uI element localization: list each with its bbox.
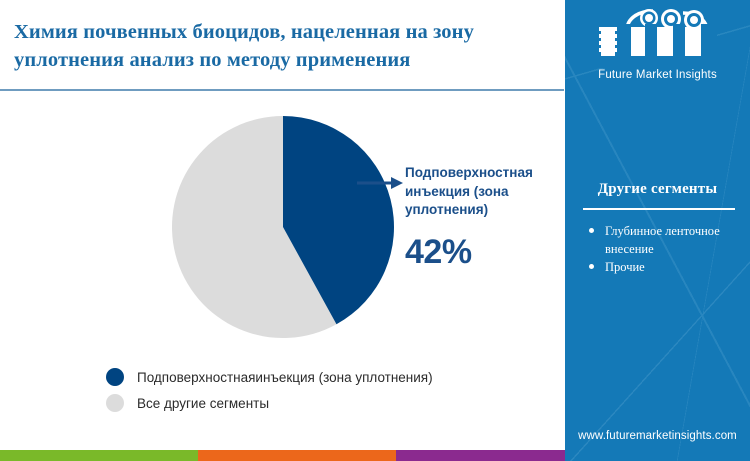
list-item-label: Прочие [605,260,645,274]
bar-segment-orange [198,450,396,461]
legend-label: Все другие сегменты [137,395,270,411]
sidebar-texture [565,0,750,461]
chart-legend: Подповерхностнаяинъекция (зона уплотнени… [106,364,526,416]
bar-segment-green [0,450,198,461]
bottom-color-bar [0,450,565,461]
page-title: Химия почвенных биоцидов, нацеленная на … [14,21,474,71]
sidebar: Future Market Insights Другие сегменты Г… [565,0,750,461]
legend-item: Подповерхностнаяинъекция (зона уплотнени… [106,364,526,390]
callout-value: 42% [405,233,472,271]
pie-chart [172,116,394,338]
list-item: Прочие [583,258,743,276]
header-divider [0,89,564,91]
legend-swatch-icon [106,394,124,412]
legend-item: Все другие сегменты [106,390,526,416]
legend-label: Подповерхностнаяинъекция (зона уплотнени… [137,369,433,385]
bullet-icon [589,228,594,233]
website-url[interactable]: www.futuremarketinsights.com [578,430,737,442]
other-segments-list: Глубинное ленточное внесение Прочие [583,222,743,276]
list-item-label: Глубинное ленточное внесение [605,224,720,256]
pie-slice-subsurface-injection [283,116,394,325]
brand-tagline: Future Market Insights [598,69,717,81]
arrow-right-icon [357,177,403,189]
list-item: Глубинное ленточное внесение [583,222,743,258]
other-segments-heading: Другие сегменты [597,181,718,197]
bullet-icon [589,264,594,269]
other-segments-divider [583,208,735,210]
pie-slice-other-segments [172,116,337,338]
callout-label: Подповерхностная инъекция (зона уплотнен… [405,165,533,217]
fmi-logo-icon [582,9,733,68]
bar-segment-purple [396,450,565,461]
pie-chart-svg [172,116,394,338]
legend-swatch-icon [106,368,124,386]
brand-logo[interactable]: Future Market Insights [565,4,750,90]
